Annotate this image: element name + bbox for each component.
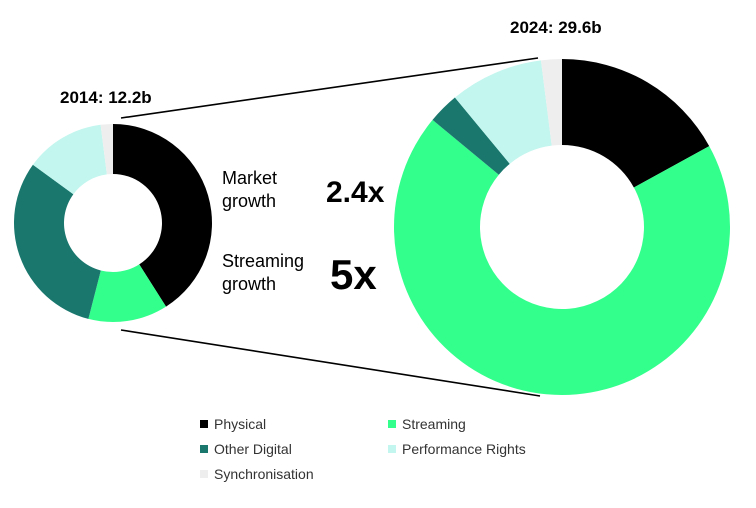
legend-swatch-other-digital xyxy=(200,445,208,453)
legend-item-streaming: Streaming xyxy=(388,416,466,432)
legend-label-synchronisation: Synchronisation xyxy=(214,466,314,482)
donut-2014-slice-streaming xyxy=(88,264,167,323)
donut-2024-slice-synchronisation xyxy=(540,59,562,146)
legend-item-other-digital: Other Digital xyxy=(200,441,292,457)
donut-2024 xyxy=(393,59,730,396)
legend-item-physical: Physical xyxy=(200,416,266,432)
chart-title-2024: 2024: 29.6b xyxy=(510,18,602,37)
streaming-growth-label: Streaming growth xyxy=(222,251,305,294)
donut-2014 xyxy=(13,124,213,323)
donut-2024-slice-streaming xyxy=(393,119,730,396)
legend-swatch-physical xyxy=(200,420,208,428)
connector-line-top xyxy=(120,57,539,119)
donut-2024-slice-performance-rights xyxy=(454,60,552,164)
legend-item-synchronisation: Synchronisation xyxy=(200,466,314,482)
market-growth-label: Market growth xyxy=(222,168,278,211)
donut-2014-slice-synchronisation xyxy=(100,124,113,175)
market-growth-value: 2.4x xyxy=(326,176,385,209)
legend-label-performance-rights: Performance Rights xyxy=(402,441,526,457)
legend-swatch-synchronisation xyxy=(200,470,208,478)
legend-item-performance-rights: Performance Rights xyxy=(388,441,526,457)
donut-2024-slice-physical xyxy=(562,59,710,188)
legend-label-physical: Physical xyxy=(214,416,267,432)
donut-2024-slice-other-digital xyxy=(432,97,510,175)
legend-label-other-digital: Other Digital xyxy=(214,441,292,457)
connector-line-bottom xyxy=(120,329,541,397)
legend-swatch-streaming xyxy=(388,420,396,428)
donut-2014-slice-physical xyxy=(113,124,213,307)
streaming-growth-value: 5x xyxy=(330,251,377,298)
legend-swatch-performance-rights xyxy=(388,445,396,453)
donut-2014-slice-other-digital xyxy=(13,164,101,319)
legend-label-streaming: Streaming xyxy=(402,416,466,432)
chart-title-2014: 2014: 12.2b xyxy=(60,88,152,107)
donut-2014-slice-performance-rights xyxy=(32,124,107,195)
